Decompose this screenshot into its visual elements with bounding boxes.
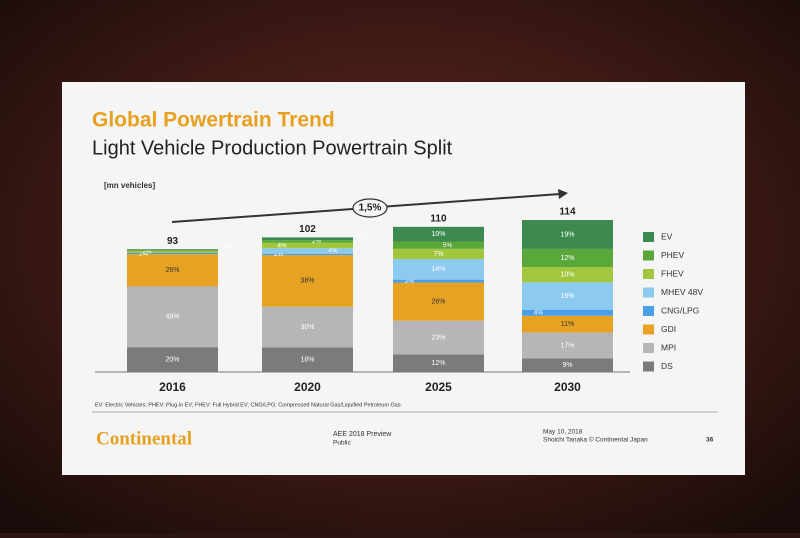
segment-label: 10%	[560, 272, 574, 279]
event: AEE 2018 Preview	[333, 431, 392, 438]
bar-segment	[127, 249, 218, 251]
segment-label: 5%	[443, 242, 453, 249]
legend-label: GDI	[661, 324, 676, 334]
subtitle: Light Vehicle Production Powertrain Spli…	[92, 137, 453, 159]
legend-label: DS	[661, 361, 673, 371]
footnote: EV: Electric Vehicles; PHEV: Plug-in EV;…	[95, 402, 401, 408]
bar-segment	[522, 358, 613, 372]
segment-label: 12%	[431, 360, 445, 367]
growth-label: 1,5%	[359, 203, 382, 214]
bar-segment	[393, 282, 484, 321]
segment-label: 12%	[560, 255, 574, 262]
legend-swatch	[643, 324, 654, 335]
x-tick-label: 2030	[554, 380, 581, 394]
logo: Continental	[96, 428, 192, 449]
bar-segment	[393, 241, 484, 249]
segment-label: 17%	[560, 342, 574, 349]
bar-segment	[127, 347, 218, 372]
segment-label: 2%	[357, 232, 367, 239]
segment-label: 10%	[431, 231, 445, 238]
total-label: 93	[167, 236, 179, 247]
segment-label: 9%	[562, 362, 572, 369]
bar-segment	[262, 240, 353, 243]
legend-label: MPI	[661, 342, 676, 352]
segment-label: 2%	[142, 248, 152, 255]
segment-label: 30%	[300, 324, 314, 331]
bar-segment	[262, 237, 353, 241]
bar-segment	[522, 332, 613, 359]
bar-segment	[262, 347, 353, 372]
segment-label: 4%	[534, 309, 544, 316]
bar-segment	[522, 267, 613, 283]
segment-label: 1%	[222, 244, 232, 251]
segment-label: 20%	[165, 356, 179, 363]
bar-segment	[522, 220, 613, 249]
legend-label: EV	[661, 231, 673, 241]
title: Global Powertrain Trend	[92, 109, 335, 132]
segment-label: 23%	[431, 334, 445, 341]
x-tick-label: 2020	[294, 380, 321, 394]
segment-label: 26%	[431, 298, 445, 305]
segment-label: 26%	[165, 267, 179, 274]
legend-label: FHEV	[661, 268, 684, 278]
segment-label: 7%	[433, 251, 443, 258]
bar-segment	[127, 252, 218, 255]
total-label: 110	[430, 213, 447, 224]
legend-swatch	[643, 232, 654, 242]
bar-segment	[262, 306, 353, 348]
bar-segment	[393, 226, 484, 242]
bar-segment	[393, 279, 484, 283]
segment-label: 49%	[165, 314, 179, 321]
bar-segment	[393, 248, 484, 260]
segment-label: 4%	[277, 242, 287, 249]
legend-swatch	[643, 250, 654, 261]
classification: Public	[333, 440, 351, 447]
segment-label: 4%	[328, 248, 338, 255]
legend-swatch	[643, 343, 654, 353]
legend-swatch	[643, 306, 654, 316]
segment-label: 18%	[560, 293, 574, 300]
bar-segment	[262, 255, 353, 307]
bar-segment	[127, 254, 218, 287]
bar-segment	[522, 282, 613, 310]
x-tick-label: 2025	[425, 380, 452, 394]
segment-label: 1%	[139, 250, 149, 257]
segment-label: 2%	[312, 238, 322, 245]
legend-label: CNG/LPG	[661, 305, 699, 315]
segment-label: 18%	[300, 357, 314, 364]
segment-label: 1%	[274, 251, 284, 258]
legend-swatch	[643, 361, 654, 372]
segment-label: 19%	[560, 231, 574, 238]
bar-segment	[393, 320, 484, 355]
x-tick-label: 2016	[159, 380, 186, 394]
page-number: 36	[706, 437, 714, 444]
growth-badge	[352, 198, 388, 218]
bar-segment	[522, 309, 613, 316]
legend-swatch	[643, 269, 654, 279]
bar-segment	[393, 259, 484, 280]
segment-label: 11%	[561, 321, 575, 328]
total-label: 102	[299, 224, 316, 235]
unit-label: [mn vehicles]	[104, 181, 155, 190]
bar-segment	[262, 253, 353, 256]
bar-segment	[522, 315, 613, 333]
legend-swatch	[643, 287, 654, 298]
segment-label: 14%	[431, 266, 445, 273]
bar-segment	[127, 286, 218, 348]
total-label: 114	[559, 207, 576, 218]
author: Shoichi Tanaka © Continental Japan	[543, 436, 648, 444]
bar-segment	[127, 250, 218, 253]
bar-segment	[393, 354, 484, 372]
segment-label: 2%	[405, 278, 415, 285]
bar-segment	[262, 242, 353, 249]
bar-segment	[522, 248, 613, 268]
date: May 10, 2018	[543, 429, 583, 436]
segment-label: 38%	[300, 278, 314, 285]
legend-label: PHEV	[661, 250, 684, 260]
bar-segment	[262, 248, 353, 254]
legend-label: MHEV 48V	[661, 287, 703, 297]
arrow-head	[558, 189, 568, 199]
